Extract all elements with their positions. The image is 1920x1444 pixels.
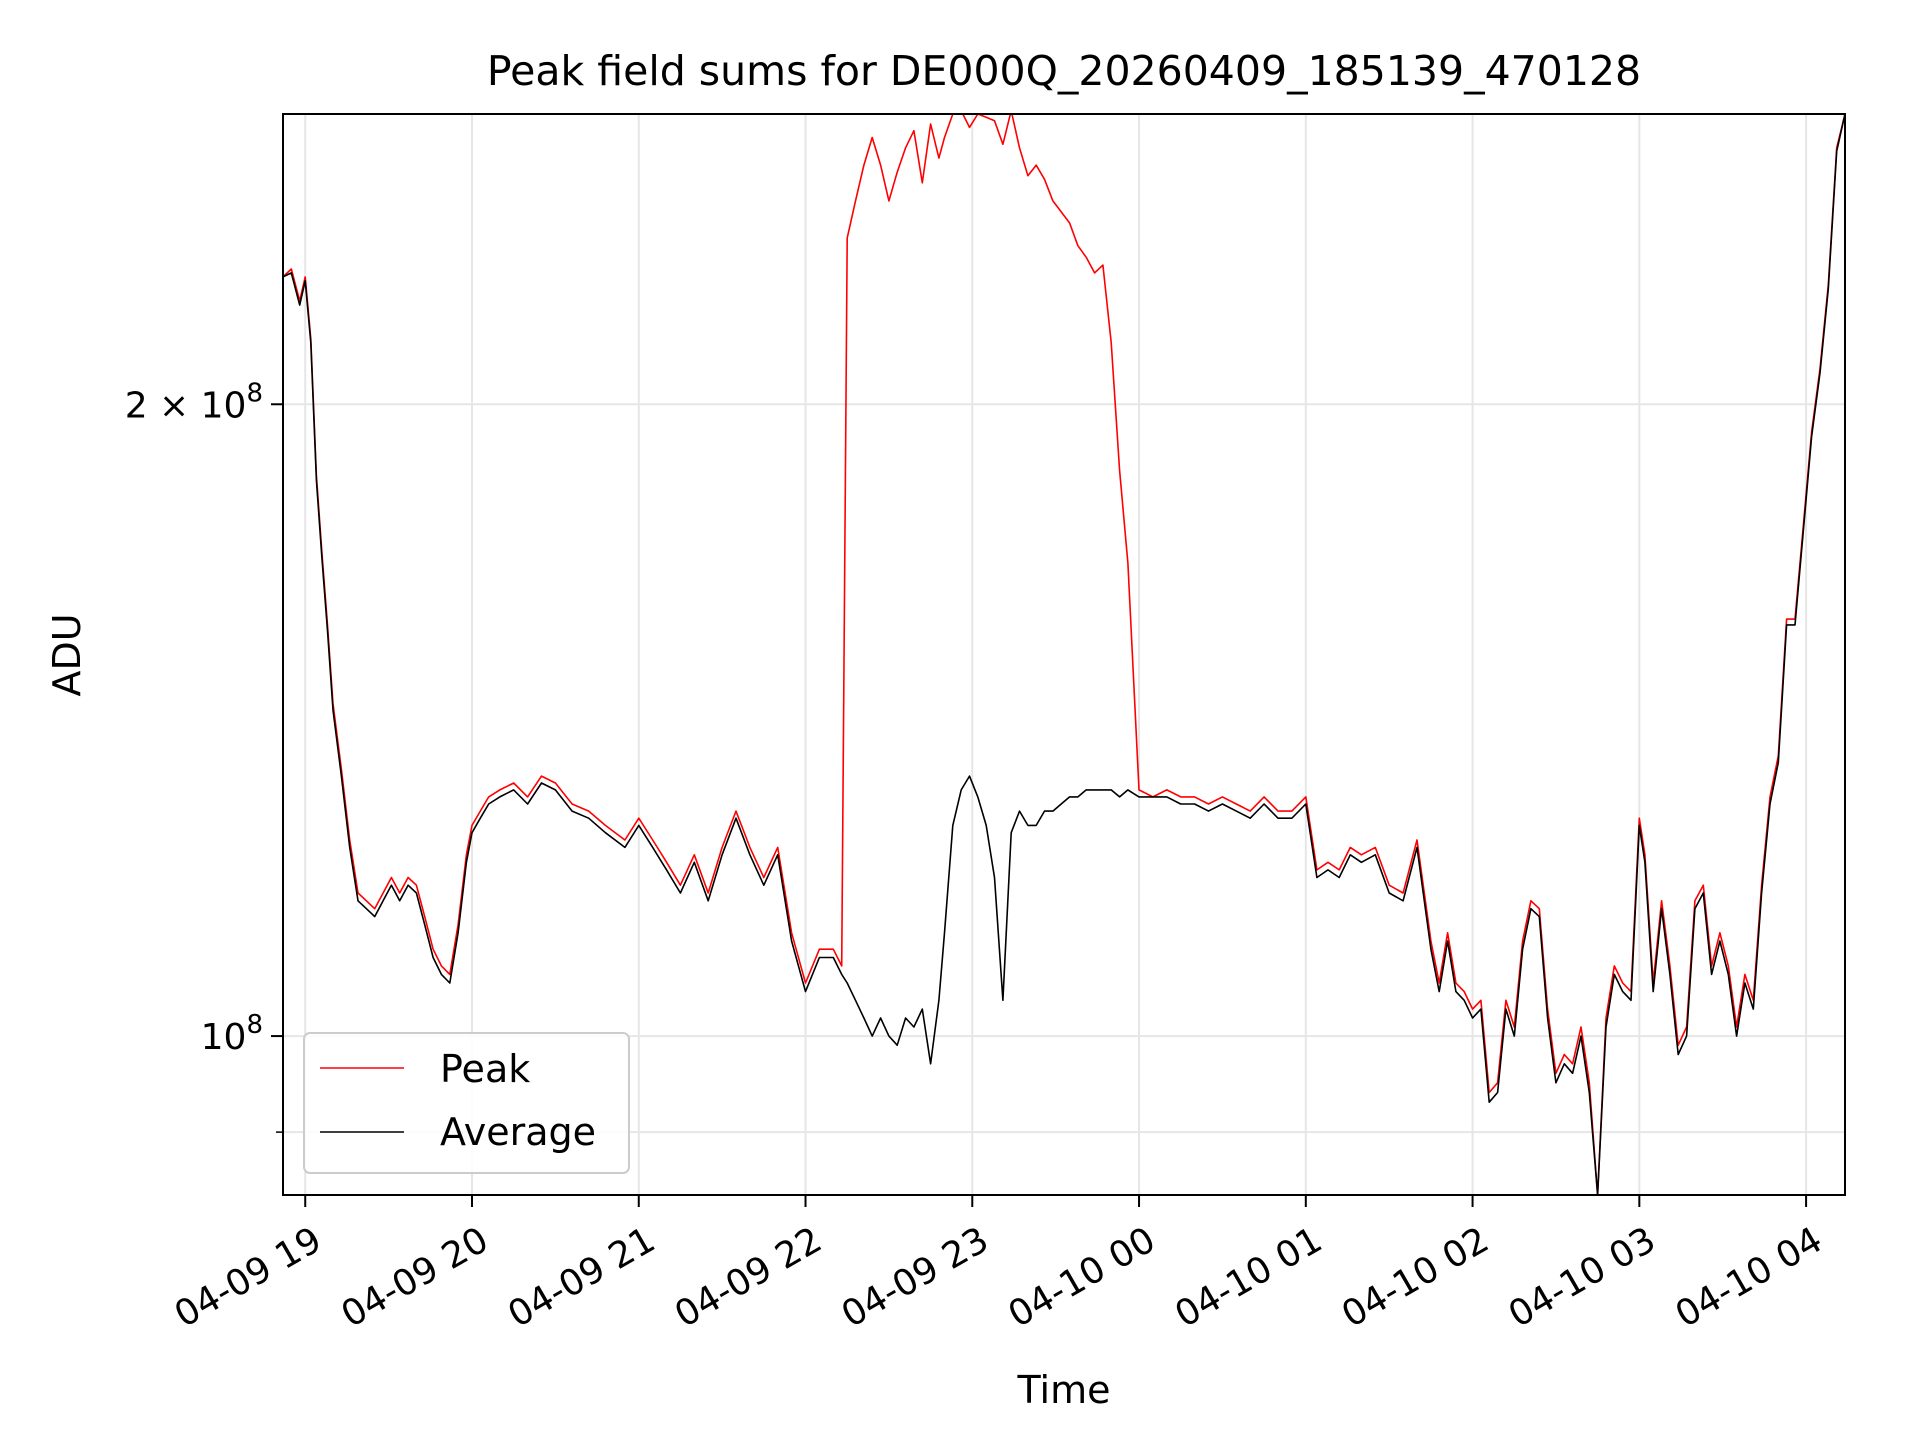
plot-area-frame xyxy=(282,113,1846,1196)
x-axis-label: Time xyxy=(1017,1368,1111,1412)
y-tick-label: 108 xyxy=(201,1010,263,1058)
legend-label-peak: Peak xyxy=(440,1047,530,1091)
series-line-peak xyxy=(283,114,1845,1195)
legend-label-average: Average xyxy=(440,1110,596,1154)
series-line-average xyxy=(283,114,1845,1195)
legend: Peak Average xyxy=(303,1032,630,1174)
series xyxy=(283,114,1845,1195)
y-axis-label: ADU xyxy=(45,613,89,696)
chart-title: Peak field sums for DE000Q_20260409_1851… xyxy=(487,47,1641,95)
y-tick-label: 2 × 108 xyxy=(125,378,263,426)
